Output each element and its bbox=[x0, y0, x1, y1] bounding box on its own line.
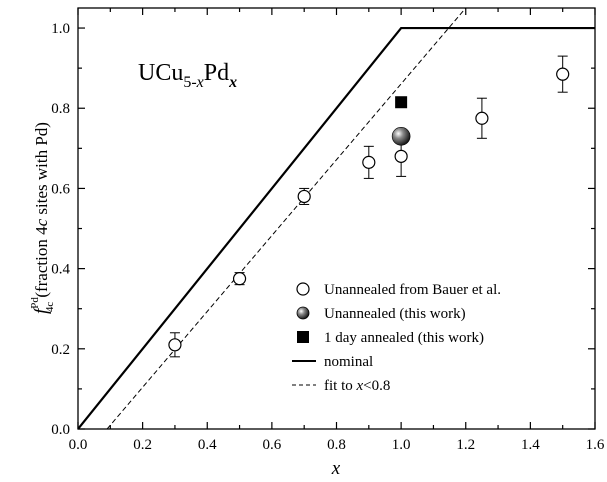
data-point-open-circle bbox=[297, 189, 311, 204]
data-markers bbox=[168, 67, 570, 352]
legend-symbol-square bbox=[297, 331, 309, 343]
axis-ticks bbox=[77, 8, 596, 430]
x-tick-labels: 0.0 0.2 0.4 0.6 0.8 1.0 1.2 1.4 1.6 bbox=[69, 437, 605, 453]
x-tick-label: 1.0 bbox=[392, 437, 411, 453]
legend-label-nominal: nominal bbox=[324, 354, 373, 370]
data-point-open-circle bbox=[362, 155, 376, 169]
x-tick-label: 0.4 bbox=[198, 437, 217, 453]
data-point-square bbox=[395, 96, 408, 109]
chart-title: UCu5-xPdx bbox=[138, 60, 237, 91]
nominal-line bbox=[78, 26, 595, 429]
legend-label-unannealed: Unannealed (this work) bbox=[324, 306, 466, 322]
data-point-sphere bbox=[391, 127, 411, 146]
y-tick-label: 0.4 bbox=[51, 262, 70, 278]
legend-label-bauer: Unannealed from Bauer et al. bbox=[324, 282, 501, 298]
x-axis-label: x bbox=[331, 458, 341, 479]
x-tick-label: 0.8 bbox=[327, 437, 346, 453]
x-tick-label: 1.6 bbox=[586, 437, 605, 453]
y-tick-labels: 0.0 0.2 0.4 0.6 0.8 1.0 bbox=[51, 21, 70, 438]
fit-line bbox=[106, 8, 467, 429]
x-tick-label: 0.6 bbox=[263, 437, 282, 453]
series-lines bbox=[78, 8, 595, 429]
x-tick-label: 0.2 bbox=[133, 437, 152, 453]
data-point-open-circle bbox=[556, 67, 570, 81]
y-axis-label: fPd 4c(fraction 4c sites with Pd) bbox=[29, 122, 56, 314]
legend-label-fit: fit to x<0.8 bbox=[324, 378, 390, 394]
legend: Unannealed from Bauer et al. Unannealed … bbox=[292, 282, 501, 394]
y-tick-label: 1.0 bbox=[51, 21, 70, 37]
y-tick-label: 0.0 bbox=[51, 422, 70, 438]
legend-symbol-open-circle bbox=[296, 282, 310, 296]
data-point-open-circle bbox=[475, 111, 489, 125]
y-tick-label: 0.2 bbox=[51, 342, 70, 358]
data-point-open-circle bbox=[394, 149, 408, 163]
x-tick-label: 1.2 bbox=[456, 437, 475, 453]
legend-label-annealed: 1 day annealed (this work) bbox=[324, 330, 484, 346]
x-tick-label: 0.0 bbox=[69, 437, 88, 453]
x-tick-label: 1.4 bbox=[521, 437, 540, 453]
y-tick-label: 0.6 bbox=[51, 181, 70, 197]
data-point-open-circle bbox=[168, 338, 182, 352]
y-tick-label: 0.8 bbox=[51, 101, 70, 117]
data-point-open-circle bbox=[232, 272, 247, 286]
legend-symbol-sphere bbox=[296, 306, 310, 320]
